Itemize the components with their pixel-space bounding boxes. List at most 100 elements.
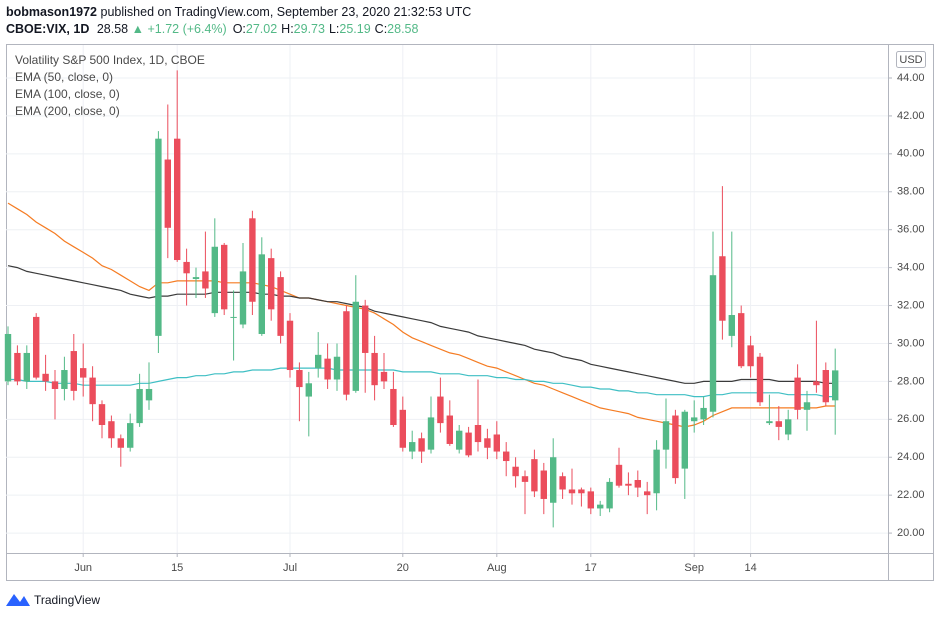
candle-body: [719, 256, 726, 321]
candle-body: [23, 352, 30, 382]
symbol-line: CBOE:VIX, 1D 28.58 ▲ +1.72 (+6.4%) O:27.0…: [6, 22, 419, 36]
candle-body: [202, 271, 209, 289]
grid: [6, 45, 888, 553]
candle-body: [42, 373, 49, 382]
candle-body: [437, 396, 444, 424]
candle-body: [80, 368, 87, 378]
candle-body: [662, 421, 670, 450]
candle-body: [803, 402, 811, 410]
candle-body: [550, 457, 557, 503]
candle-body: [672, 415, 679, 479]
y-tick-label: 44.00: [897, 72, 925, 84]
candle-body: [127, 423, 134, 448]
brand-logo: TradingView: [6, 593, 100, 607]
candle-body: [568, 489, 576, 494]
candle-body: [183, 261, 190, 274]
candle-body: [89, 377, 96, 405]
candle-body: [427, 417, 435, 450]
candle-body: [192, 277, 200, 279]
candle-body: [540, 470, 547, 499]
candle-body: [512, 466, 519, 477]
y-tick-label: 22.00: [897, 489, 925, 501]
chart-title: Volatility S&P 500 Index, 1D, CBOE: [15, 53, 205, 67]
candle-body: [747, 345, 754, 367]
candle-body: [249, 218, 256, 302]
y-tick-label: 38.00: [897, 186, 925, 198]
candle-body: [409, 442, 416, 452]
axes: 20.00 22.00 24.00 26.00 28.00 30.00 32.00 34.00…: [74, 72, 924, 574]
y-tick-label: 24.00: [897, 451, 925, 463]
x-tick-label: 15: [171, 562, 183, 574]
x-tick-label: Aug: [487, 562, 507, 574]
y-tick-label: 34.00: [897, 262, 925, 274]
candle-body: [559, 476, 566, 490]
candle-body: [625, 483, 632, 486]
candle-body: [399, 409, 406, 448]
candle-body: [371, 352, 378, 386]
y-tick-label: 30.00: [897, 337, 925, 349]
candle-body: [239, 271, 247, 325]
ohlc-value: 28.58: [387, 22, 418, 36]
candle-body: [700, 407, 707, 420]
candle-body: [211, 246, 218, 314]
y-tick-label: 32.00: [897, 299, 925, 311]
y-tick-label: 28.00: [897, 375, 925, 387]
candle-body: [155, 138, 162, 336]
x-tick-label: 14: [744, 562, 756, 574]
ema-line: [8, 367, 836, 398]
candle-body: [352, 301, 359, 391]
candle-body: [653, 449, 660, 494]
candle-body: [775, 421, 782, 427]
ohlc-label: C:: [375, 22, 388, 36]
y-tick-label: 26.00: [897, 413, 925, 425]
candle-body: [691, 417, 698, 422]
candle-body: [164, 159, 171, 228]
logo-icon: [6, 594, 30, 606]
candle-body: [634, 479, 641, 488]
candle-body: [446, 415, 453, 444]
change-arrow: ▲: [132, 22, 144, 36]
candle-body: [521, 476, 529, 482]
candle-body: [390, 388, 397, 426]
candle-body: [709, 275, 717, 412]
candle-body: [324, 358, 331, 380]
legend-entry: EMA (200, close, 0): [15, 104, 120, 118]
candle-body: [174, 138, 181, 261]
ema-lines: [7, 202, 836, 428]
candle-body: [14, 352, 21, 382]
ohlc-label: O:: [233, 22, 246, 36]
candle-body: [418, 438, 425, 452]
candle-body: [794, 377, 801, 410]
candle-body: [108, 421, 115, 439]
candle-body: [4, 333, 12, 382]
legend-entry: EMA (50, close, 0): [15, 70, 113, 84]
candle-body: [145, 388, 153, 401]
symbol: CBOE:VIX, 1D: [6, 22, 89, 36]
candle-body: [644, 491, 651, 496]
y-tick-label: 40.00: [897, 148, 925, 160]
x-tick-label: Sep: [684, 562, 704, 574]
candle-body: [98, 404, 106, 426]
x-tick-label: 20: [397, 562, 409, 574]
candle-body: [484, 438, 491, 448]
candle-body: [221, 244, 228, 310]
candle-body: [61, 370, 68, 389]
candle-body: [315, 354, 322, 369]
ohlc-value: 27.02: [246, 22, 277, 36]
candle-body: [268, 258, 275, 310]
legend-entry: EMA (100, close, 0): [15, 87, 120, 101]
candle-body: [681, 411, 688, 469]
candle-body: [70, 351, 77, 391]
candle-body: [493, 434, 500, 452]
x-tick-label: Jul: [283, 562, 297, 574]
candle-body: [258, 254, 265, 334]
candles: [4, 70, 839, 528]
last-price: 28.58: [97, 22, 128, 36]
candle-body: [503, 451, 510, 462]
candle-body: [785, 419, 792, 435]
candle-body: [606, 481, 613, 509]
brand: TradingView: [34, 593, 100, 607]
candle-body: [380, 371, 388, 382]
published: published on TradingView.com, September …: [101, 5, 472, 19]
